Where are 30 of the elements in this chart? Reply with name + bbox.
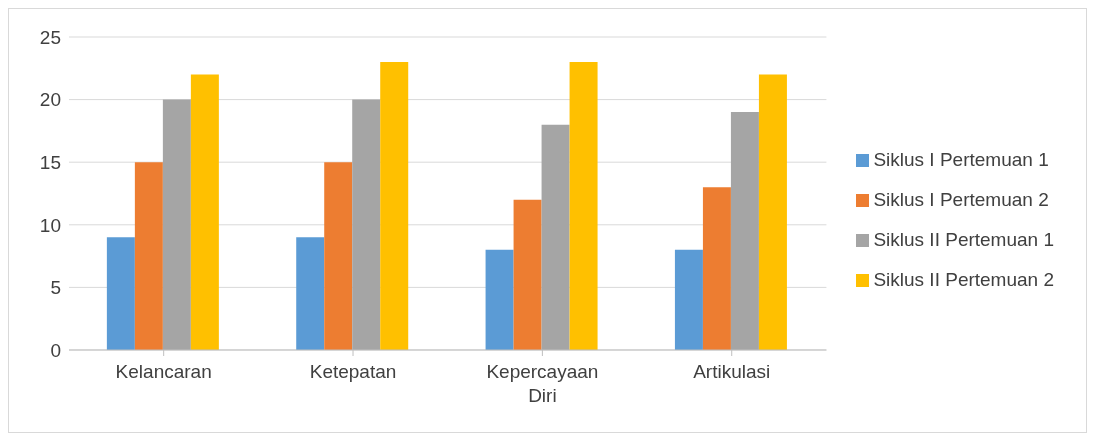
x-tick-label: Kepercayaan Diri: [486, 361, 599, 406]
bar: [730, 112, 759, 350]
x-tick-label: Kelancaran: [115, 361, 212, 382]
bar: [162, 99, 191, 350]
bar: [352, 99, 381, 350]
x-tick-label: Artikulasi: [693, 361, 771, 382]
bar: [674, 249, 703, 350]
legend-label: Siklus II Pertemuan 2: [873, 268, 1054, 290]
legend-label: Siklus II Pertemuan 1: [873, 228, 1054, 250]
bar: [134, 162, 163, 350]
legend-label: Siklus I Pertemuan 1: [873, 148, 1049, 170]
y-tick-label: 20: [39, 89, 61, 111]
bar: [758, 74, 787, 350]
bar: [190, 74, 219, 350]
y-tick-label: 0: [50, 339, 61, 361]
y-tick-label: 10: [39, 214, 61, 236]
bar: [485, 249, 514, 350]
bar: [296, 237, 325, 350]
x-tick-label: Ketepatan: [309, 361, 397, 382]
y-tick-label: 25: [39, 26, 61, 48]
bar: [106, 237, 135, 350]
bar: [380, 62, 409, 350]
bar: [541, 124, 570, 350]
bar: [324, 162, 353, 350]
bar: [513, 199, 542, 350]
bar: [702, 187, 731, 350]
legend-label: Siklus I Pertemuan 2: [873, 188, 1049, 210]
y-tick-label: 5: [50, 277, 61, 299]
bar: [569, 62, 598, 350]
y-tick-label: 15: [39, 151, 61, 173]
